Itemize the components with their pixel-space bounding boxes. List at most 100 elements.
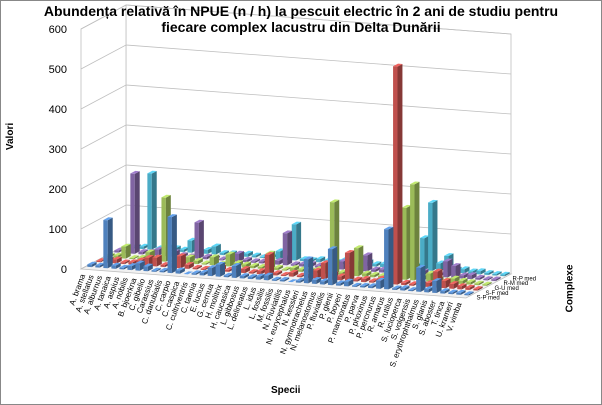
bar (491, 276, 501, 282)
bar-face (281, 266, 292, 270)
bar (257, 263, 268, 269)
bar-face (479, 275, 485, 280)
bar (327, 246, 338, 286)
bar-face (215, 261, 225, 265)
bar-face (320, 262, 326, 280)
bar-face (156, 255, 162, 267)
bar-face (130, 170, 140, 174)
bar (240, 266, 251, 274)
bar-face (198, 220, 204, 259)
gridline (80, 84, 512, 115)
bar-face (215, 243, 221, 255)
bar-face (223, 275, 229, 278)
bar-face (432, 280, 437, 294)
bar-face (495, 276, 501, 282)
bar-face (491, 279, 496, 282)
bar-face (319, 281, 325, 285)
bar-face (416, 267, 421, 292)
bar (360, 276, 371, 283)
bar-face (471, 272, 477, 280)
bar (225, 251, 235, 267)
bar-face (234, 250, 244, 254)
bar-face (453, 281, 459, 289)
bar-face (459, 272, 469, 276)
bar-face (276, 277, 282, 281)
bar-face (349, 250, 355, 281)
bar (440, 288, 450, 294)
bar-face (492, 271, 502, 275)
bar-face (203, 246, 213, 250)
bar (351, 282, 362, 288)
bar (410, 181, 420, 281)
bar-face (384, 229, 389, 290)
bar-face (185, 257, 190, 264)
bar (175, 267, 185, 274)
bar-face (368, 283, 378, 287)
bar-face (428, 199, 438, 203)
bar (231, 262, 242, 278)
bar-face (451, 263, 461, 267)
bar-face (103, 219, 108, 269)
bar-face (218, 258, 223, 261)
bar-face (201, 263, 206, 265)
bar-face (344, 252, 350, 281)
bar-face (264, 251, 275, 255)
bar-face (121, 243, 131, 247)
bar-face (456, 289, 466, 293)
bar-face (491, 276, 501, 280)
bar-face (327, 246, 338, 250)
bar (138, 249, 148, 255)
bar-face (196, 265, 202, 270)
bar-face (337, 269, 348, 273)
bar (215, 261, 225, 277)
bar-face (282, 230, 293, 234)
bar-face (272, 272, 278, 276)
bar-face (202, 256, 207, 260)
bar-face (142, 249, 148, 255)
bar-face (219, 252, 224, 256)
bar (176, 253, 186, 269)
bar-face (250, 258, 261, 262)
bar-face (360, 285, 365, 288)
bar (361, 270, 372, 277)
bar-face (279, 279, 285, 282)
bar-face (273, 264, 284, 268)
bar (448, 289, 458, 295)
y-tick-label: 500 (49, 64, 67, 76)
bar-face (484, 272, 489, 276)
bar-face (408, 289, 413, 292)
bar-face (312, 270, 318, 279)
bar-face (336, 273, 347, 277)
bar-face (209, 256, 214, 266)
bar-face (444, 288, 450, 294)
bar-face (368, 285, 373, 289)
bar-face (281, 269, 287, 271)
bar-face (338, 261, 344, 270)
bar-face (159, 270, 164, 273)
bar (129, 255, 139, 260)
bar-face (367, 252, 373, 272)
bar-face (408, 287, 418, 291)
bar (130, 170, 140, 254)
bar-face (284, 277, 290, 282)
bar-face (376, 280, 381, 289)
bar (290, 261, 301, 266)
bar-face (449, 283, 454, 289)
bar-face (443, 261, 448, 278)
bar-face (179, 249, 184, 253)
bar-face (458, 280, 463, 285)
bar-face (369, 274, 375, 278)
bar-face (335, 283, 341, 286)
bar-face (348, 278, 354, 287)
bar-face (410, 184, 415, 281)
bar-face (193, 260, 198, 265)
bar-face (295, 280, 301, 283)
bar-face (259, 256, 265, 259)
bar-face (451, 265, 456, 279)
bar-face (303, 256, 314, 260)
bar-face (456, 292, 461, 295)
bar-face (96, 258, 106, 262)
bar-face (133, 255, 139, 260)
bar (287, 279, 298, 283)
bar-face (352, 276, 363, 280)
